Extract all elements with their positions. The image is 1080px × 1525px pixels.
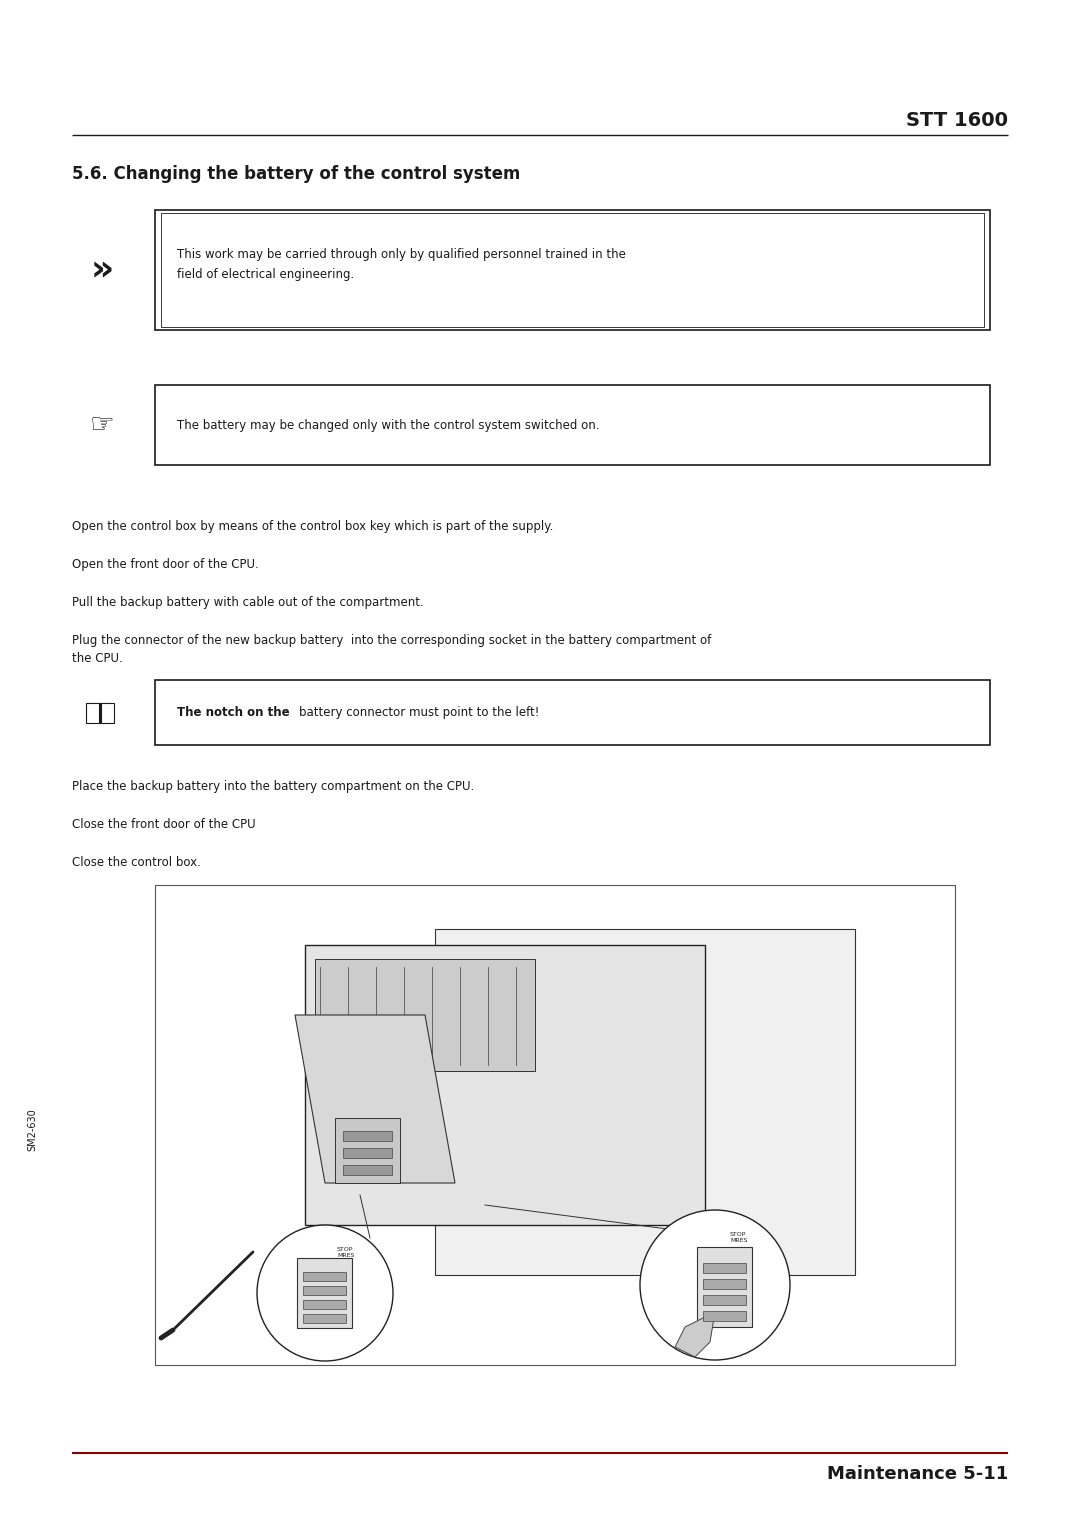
Bar: [343, 1148, 392, 1157]
Bar: [305, 946, 705, 1225]
Circle shape: [257, 1225, 393, 1360]
Bar: [343, 1165, 392, 1174]
Bar: [156, 884, 955, 1365]
Text: This work may be carried through only by qualified personnel trained in the
fiel: This work may be carried through only by…: [177, 249, 626, 281]
Bar: [703, 1312, 746, 1321]
Circle shape: [640, 1209, 789, 1360]
Bar: [303, 1315, 346, 1324]
Bar: [703, 1295, 746, 1305]
Bar: [315, 959, 535, 1071]
Text: »: »: [91, 253, 113, 287]
Text: Pull the backup battery with cable out of the compartment.: Pull the backup battery with cable out o…: [72, 596, 423, 608]
Text: The battery may be changed only with the control system switched on.: The battery may be changed only with the…: [177, 418, 599, 432]
Text: Open the control box by means of the control box key which is part of the supply: Open the control box by means of the con…: [72, 520, 553, 534]
Bar: [435, 929, 855, 1275]
Bar: [156, 210, 990, 329]
Text: Open the front door of the CPU.: Open the front door of the CPU.: [72, 558, 259, 570]
Bar: [156, 680, 990, 746]
Bar: [335, 1118, 400, 1183]
Bar: [343, 1132, 392, 1141]
Text: Place the backup battery into the battery compartment on the CPU.: Place the backup battery into the batter…: [72, 779, 474, 793]
Text: Close the control box.: Close the control box.: [72, 856, 201, 869]
Bar: [303, 1299, 346, 1308]
Text: Close the front door of the CPU: Close the front door of the CPU: [72, 817, 256, 831]
Bar: [697, 1247, 752, 1327]
Text: STOP
MRES: STOP MRES: [730, 1232, 747, 1243]
Text: Maintenance 5-11: Maintenance 5-11: [827, 1466, 1008, 1482]
Bar: [703, 1263, 746, 1273]
Bar: [297, 1258, 352, 1328]
Polygon shape: [675, 1312, 715, 1357]
Text: battery connector must point to the left!: battery connector must point to the left…: [299, 706, 539, 718]
Polygon shape: [295, 1016, 455, 1183]
Bar: [303, 1286, 346, 1295]
Text: STOP
MRES: STOP MRES: [337, 1247, 354, 1258]
Bar: [102, 703, 114, 723]
Bar: [156, 384, 990, 465]
Text: Plug the connector of the new backup battery  into the corresponding socket in t: Plug the connector of the new backup bat…: [72, 634, 712, 665]
Bar: [303, 1272, 346, 1281]
Text: ☞: ☞: [90, 412, 114, 439]
Bar: [703, 1279, 746, 1289]
Text: 5.6. Changing the battery of the control system: 5.6. Changing the battery of the control…: [72, 165, 521, 183]
Text: STT 1600: STT 1600: [906, 111, 1008, 130]
Bar: [86, 703, 99, 723]
Text: The notch on the: The notch on the: [177, 706, 294, 718]
Bar: [161, 214, 984, 326]
Text: SM2-630: SM2-630: [27, 1109, 37, 1151]
